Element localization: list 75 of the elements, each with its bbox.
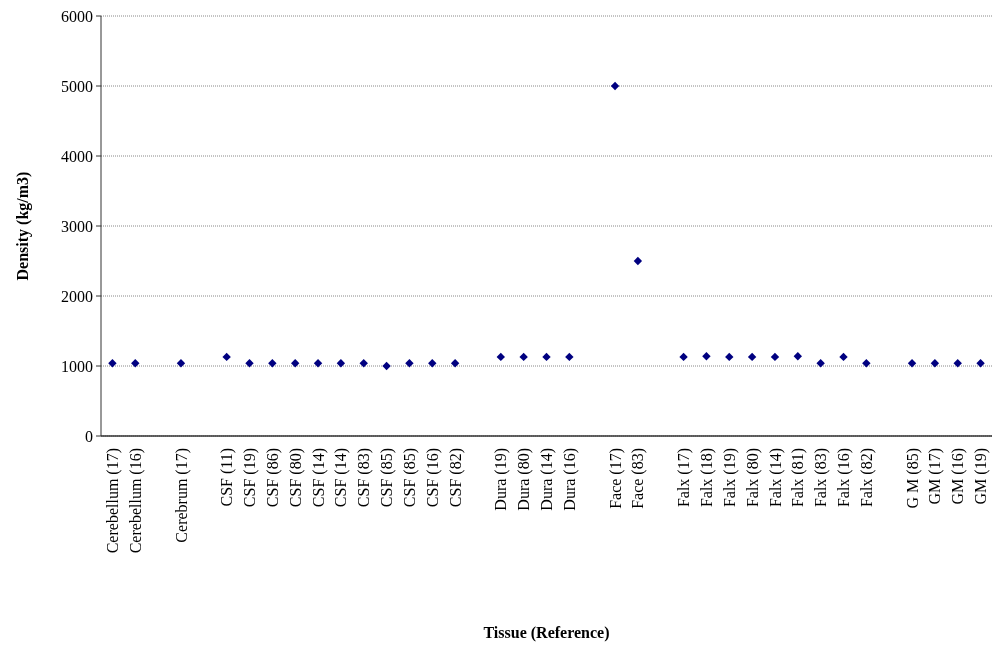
point <box>382 361 391 371</box>
x-tick-label: Face (83) <box>629 448 648 509</box>
point <box>428 359 437 368</box>
y-axis-title: Density (kg/m3) <box>14 171 32 281</box>
x-tick-label: CSF (19) <box>241 448 260 508</box>
point <box>268 359 277 368</box>
x-tick-label: Falx (81) <box>789 448 808 508</box>
point <box>953 359 962 368</box>
y-tick-label: 6000 <box>61 7 93 25</box>
x-tick-label: CSF (14) <box>309 448 328 508</box>
y-tick-label: 2000 <box>61 287 93 305</box>
point <box>702 352 711 361</box>
x-tick-label: G M (85) <box>903 448 922 509</box>
point <box>747 352 757 362</box>
point <box>336 359 346 368</box>
point <box>450 359 460 368</box>
point <box>496 352 506 362</box>
point <box>565 352 574 362</box>
point <box>839 352 848 362</box>
x-tick-label: Falx (17) <box>675 448 694 508</box>
point <box>290 359 300 368</box>
point <box>633 256 643 266</box>
x-tick-label: Falx (16) <box>835 448 854 508</box>
x-tick-label: Falx (14) <box>766 448 785 508</box>
point <box>222 352 231 362</box>
y-tick-label: 5000 <box>61 77 93 95</box>
point <box>542 352 551 362</box>
y-tick-label: 3000 <box>61 217 93 235</box>
point <box>976 359 985 368</box>
x-tick-label: GM (17) <box>926 448 945 505</box>
y-tick-label: 4000 <box>61 147 93 165</box>
x-tick-label: Falx (18) <box>698 448 717 508</box>
x-tick-label: CSF (85) <box>378 448 397 508</box>
point <box>816 359 825 368</box>
point <box>176 359 186 368</box>
point <box>907 359 917 368</box>
x-tick-label: Dura (16) <box>560 448 579 511</box>
x-tick-label: Dura (14) <box>538 448 557 511</box>
x-tick-label: Dura (19) <box>492 448 511 511</box>
x-tick-label: Dura (80) <box>515 448 534 511</box>
x-tick-label: CSF (11) <box>218 448 237 507</box>
point <box>245 359 254 368</box>
x-tick-label: CSF (16) <box>423 448 442 508</box>
y-tick-label: 1000 <box>61 357 93 375</box>
point <box>793 352 803 361</box>
point <box>108 359 117 368</box>
x-axis-title: Tissue (Reference) <box>483 624 610 642</box>
x-tick-label: Cerebellum (17) <box>104 448 123 554</box>
point <box>131 359 140 368</box>
point <box>862 359 871 368</box>
x-tick-label: CSF (14) <box>332 448 351 508</box>
point <box>610 81 620 91</box>
x-tick-label: CSF (80) <box>286 448 305 508</box>
point <box>313 359 323 368</box>
y-tick-label: 0 <box>85 427 93 445</box>
point <box>770 352 780 362</box>
point <box>405 359 414 368</box>
x-tick-label: Cerebellum (16) <box>126 448 145 554</box>
x-tick-label: CSF (82) <box>446 448 465 508</box>
point <box>359 359 368 368</box>
x-tick-label: Falx (80) <box>743 448 762 508</box>
x-tick-label: Falx (83) <box>812 448 831 508</box>
x-tick-label: Falx (82) <box>857 448 876 508</box>
x-tick-label: Face (17) <box>606 448 625 509</box>
x-tick-label: Falx (19) <box>720 448 739 508</box>
point <box>519 352 528 362</box>
x-tick-label: CSF (83) <box>355 448 374 508</box>
point <box>930 359 940 368</box>
x-tick-label: GM (16) <box>949 448 968 505</box>
point <box>679 352 688 362</box>
x-tick-label: GM (19) <box>972 448 991 505</box>
x-tick-label: CSF (85) <box>401 448 420 508</box>
point <box>725 352 734 362</box>
x-tick-label: CSF (86) <box>263 448 282 508</box>
x-tick-label: Cerebrum (17) <box>172 448 191 543</box>
